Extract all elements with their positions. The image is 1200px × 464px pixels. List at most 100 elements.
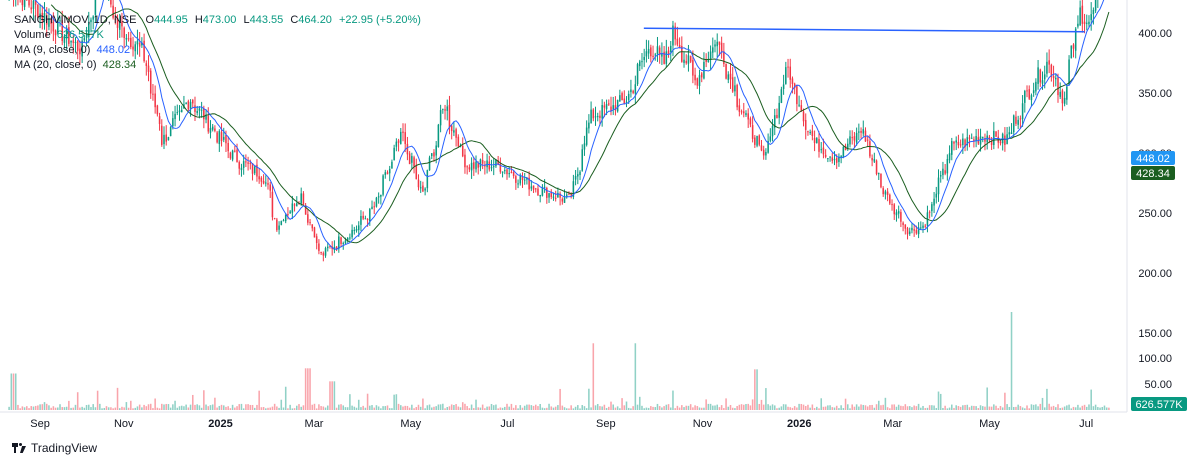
candle-body: [858, 131, 860, 133]
candle-body: [917, 227, 920, 235]
time-tick-label: May: [400, 418, 421, 430]
volume-bar: [663, 406, 665, 410]
volume-bar: [103, 407, 106, 410]
volume-bar: [731, 407, 734, 410]
volume-bar: [539, 404, 541, 410]
candle-body: [510, 171, 513, 173]
candle-body: [448, 104, 451, 128]
tradingview-brand[interactable]: TradingView: [12, 441, 97, 455]
candle-body: [889, 194, 891, 204]
volume-bar: [698, 407, 701, 410]
volume-bar: [1074, 407, 1077, 410]
candle-body: [504, 170, 506, 172]
candle-body: [185, 103, 187, 105]
open-value: 444.95: [154, 14, 188, 26]
symbol-label[interactable]: SANGHVIMOV, 1D, NSE: [14, 14, 137, 26]
volume-bar: [152, 408, 154, 410]
volume-bar: [1108, 407, 1110, 410]
candle-body: [769, 136, 772, 141]
candle-body: [603, 105, 606, 108]
volume-bar: [453, 404, 455, 410]
trendline: [643, 27, 1085, 33]
ma9-line: [33, 0, 1105, 250]
volume-bar: [1024, 408, 1026, 410]
candle-body: [1055, 77, 1057, 80]
volume-bar: [554, 406, 557, 410]
ma9-row[interactable]: MA (9, close, 0) 448.02: [14, 43, 421, 58]
volume-bar: [112, 408, 114, 410]
time-axis[interactable]: Sep Nov 2025 Mar May Jul Sep Nov 2026 Mar May Jul: [30, 418, 1093, 430]
volume-bar: [196, 404, 198, 410]
volume-bar: [630, 408, 632, 410]
volume-bar: [227, 406, 229, 410]
candle-body: [1057, 77, 1059, 96]
volume-bar: [477, 407, 480, 410]
volume-bar: [30, 406, 33, 410]
volume-bar: [627, 407, 630, 410]
volume-bar: [185, 404, 187, 410]
candle-body: [953, 141, 955, 144]
candle-body: [1072, 44, 1075, 49]
candle-body: [760, 145, 763, 151]
volume-bar: [61, 407, 63, 410]
candle-body: [534, 188, 537, 190]
volume-bar: [654, 407, 657, 410]
candle-body: [822, 147, 825, 155]
volume-bar: [1101, 406, 1104, 410]
candle-body: [386, 172, 389, 175]
candle-body: [180, 109, 183, 113]
candle-body: [740, 111, 743, 113]
candle-body: [862, 129, 865, 134]
volume-bar: [187, 407, 190, 410]
volume-bar: [1061, 407, 1064, 410]
candle-body: [778, 102, 780, 118]
volume-bar: [12, 373, 15, 410]
trendlines[interactable]: [643, 0, 1113, 33]
price-tick-label: 400.00: [1138, 28, 1172, 40]
volume-bar: [1055, 407, 1057, 410]
volume-bar: [439, 404, 442, 410]
candle-body: [665, 51, 668, 64]
volume-bar: [448, 406, 451, 410]
volume-bar: [147, 404, 150, 410]
ma20-row[interactable]: MA (20, close, 0) 428.34: [14, 58, 421, 73]
volume-bar: [289, 404, 291, 410]
candle-body: [426, 170, 429, 189]
candle-body: [951, 141, 953, 155]
volume-bar: [229, 408, 232, 410]
volume-bar: [975, 406, 977, 410]
candle-body: [1035, 81, 1037, 92]
candle-body: [391, 161, 393, 169]
volume-bar: [658, 406, 661, 410]
candle-body: [433, 152, 435, 157]
candle-body: [517, 183, 519, 185]
candle-body: [968, 137, 971, 139]
candle-body: [132, 46, 134, 50]
volume-bar: [419, 406, 422, 410]
volume-bar: [723, 408, 725, 410]
candle-body: [1039, 69, 1042, 83]
volume-bar: [776, 408, 778, 410]
candle-body: [831, 157, 834, 161]
volume-bar: [851, 404, 853, 410]
high-value: 473.00: [202, 14, 237, 26]
candle-body: [970, 137, 973, 139]
volume-bar: [782, 404, 785, 410]
volume-bar: [26, 406, 28, 410]
price-tick-label: 200.00: [1138, 268, 1172, 280]
volume-row[interactable]: Volume 626.577K: [14, 28, 421, 43]
volume-bar: [291, 408, 294, 410]
volume-bar: [543, 408, 546, 410]
candle-body: [568, 193, 570, 195]
volume-bar: [1099, 407, 1101, 410]
candle-body: [590, 109, 592, 124]
price-axis[interactable]: 650.00600.00550.00500.00400.00350.00300.…: [1138, 0, 1172, 391]
volume-bar: [942, 408, 944, 410]
time-tick-label: Sep: [596, 418, 616, 430]
volume-bar: [939, 393, 942, 410]
volume-bar: [842, 408, 845, 410]
volume-bar: [479, 407, 482, 410]
volume-bar: [1048, 403, 1050, 410]
candle-body: [329, 245, 331, 247]
